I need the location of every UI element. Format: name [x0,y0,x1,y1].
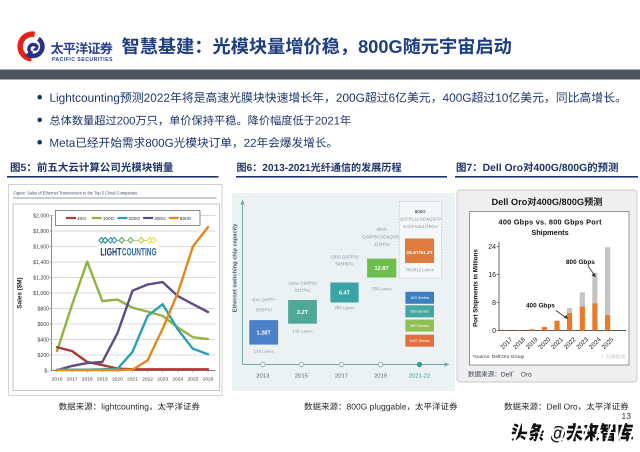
svg-text:2016: 2016 [52,377,63,383]
svg-text:400 Gbps: 400 Gbps [526,303,555,310]
svg-text:8: 8 [492,300,496,307]
svg-text:PACIFIC SECURITIES: PACIFIC SECURITIES [52,57,113,63]
svg-text:$400: $400 [37,338,49,344]
svg-text:16: 16 [488,272,496,279]
svg-text:50G Serdes: 50G Serdes [410,324,429,328]
svg-text:100G Serdes: 100G Serdes [409,339,430,343]
svg-text:2015: 2015 [295,374,309,380]
svg-text:2021: 2021 [127,377,138,383]
svg-text:$1,200: $1,200 [33,276,49,282]
svg-text:$-: $- [44,369,49,375]
svg-text:2020: 2020 [112,377,123,383]
svg-text:$1,400: $1,400 [33,260,49,266]
svg-text:6.4T: 6.4T [339,291,351,297]
svg-text:13: 13 [622,411,632,421]
svg-text:2019: 2019 [97,377,108,383]
svg-text:1.28T: 1.28T [257,330,272,336]
svg-text:200G: 200G [128,216,140,222]
svg-text:800 Gbps: 800 Gbps [566,259,595,266]
svg-text:25.6T/51.2T: 25.6T/51.2T [406,250,432,256]
svg-text:$1,000: $1,000 [33,291,49,297]
svg-text:Shipments: Shipments [531,228,568,237]
svg-text:2017: 2017 [335,374,348,380]
svg-text:2018: 2018 [82,377,93,383]
svg-text:800G: 800G [180,216,192,222]
svg-text:$1,800: $1,800 [33,229,49,235]
svg-text:2022: 2022 [142,377,153,383]
svg-text:Ethernet switching chip capaci: Ethernet switching chip capacity [233,223,239,312]
svg-text:$200: $200 [37,353,49,359]
svg-text:Figure: Sales of Ethernet Tran: Figure: Sales of Ethernet Transceivers t… [14,191,138,196]
svg-text:400G: 400G [154,216,166,222]
svg-text:24: 24 [488,244,496,251]
svg-text:10G Serdes: 10G Serdes [410,296,429,300]
svg-text:Port Shipments in Millions: Port Shipments in Millions [473,249,480,327]
svg-text:2013: 2013 [256,374,270,380]
svg-text:0: 0 [492,328,496,335]
svg-text:2026: 2026 [203,377,214,383]
svg-text:$600: $600 [37,322,49,328]
svg-text:400 Gbps vs. 800 Gbps Port: 400 Gbps vs. 800 Gbps Port [499,218,603,227]
svg-text:3.2T: 3.2T [297,310,309,316]
svg-text:*source: Dell'Oro Group: *source: Dell'Oro Group [473,354,525,360]
svg-text:2017: 2017 [67,377,78,383]
svg-text:40G: 40G [77,216,86,222]
svg-text:2024: 2024 [172,377,183,383]
svg-text:2021-22: 2021-22 [409,374,431,380]
svg-text:LIGHT: LIGHT [100,246,121,258]
svg-text:Sales ($M): Sales ($M) [17,277,24,308]
svg-text:$1,600: $1,600 [33,245,49,251]
svg-text:$2,000: $2,000 [33,214,49,220]
svg-text:12.8T: 12.8T [375,266,390,272]
svg-text:100G: 100G [103,216,115,222]
svg-text:2023: 2023 [157,377,168,383]
svg-text:2025: 2025 [187,377,198,383]
svg-text:COUNTING: COUNTING [122,246,157,258]
svg-text:25G Serdes: 25G Serdes [410,310,429,314]
svg-text:2019: 2019 [374,374,387,380]
svg-text:$800: $800 [37,307,49,313]
